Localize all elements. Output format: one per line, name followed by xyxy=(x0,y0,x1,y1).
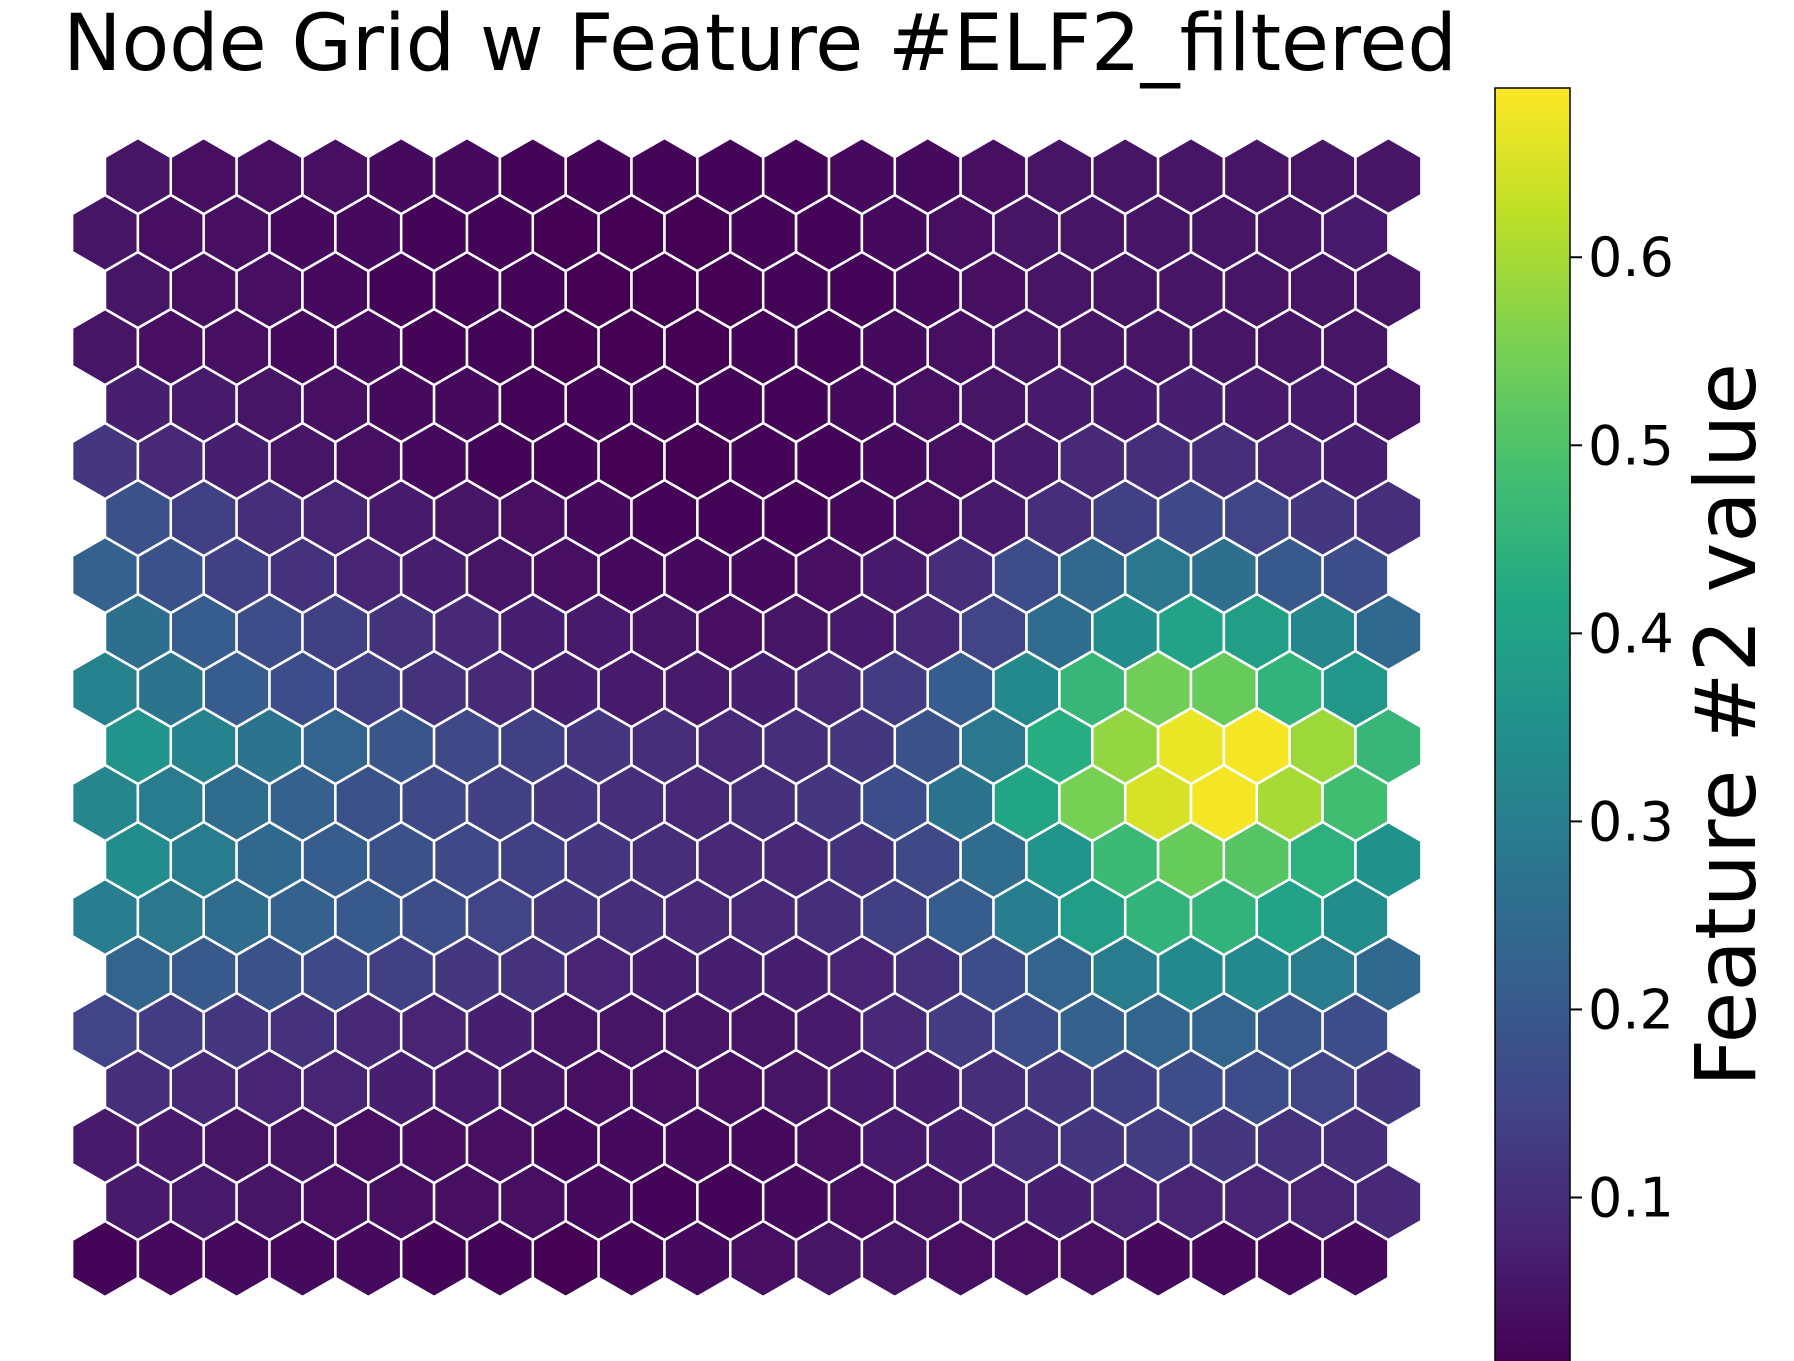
colorbar-tick-label: 0.4 xyxy=(1588,602,1674,665)
colorbar-tick-label: 0.5 xyxy=(1588,414,1674,477)
hex-grid xyxy=(70,136,1423,1299)
colorbar-tick-label: 0.6 xyxy=(1588,226,1674,289)
colorbar-tick-label: 0.3 xyxy=(1588,790,1674,853)
colorbar-tick-label: 0.2 xyxy=(1588,978,1674,1041)
colorbar-gradient xyxy=(1494,87,1571,1361)
colorbar-label: Feature #2 value xyxy=(1677,363,1775,1087)
colorbar: 0.1 0.2 0.3 0.4 0.5 0.6 Feature #2 value xyxy=(1494,87,1775,1361)
hex-cell xyxy=(1354,136,1423,216)
colorbar-tick-label: 0.1 xyxy=(1588,1167,1674,1230)
colorbar-ticks: 0.1 0.2 0.3 0.4 0.5 0.6 xyxy=(1570,226,1674,1230)
chart-title: Node Grid w Feature #ELF2_filtered xyxy=(63,0,1457,89)
